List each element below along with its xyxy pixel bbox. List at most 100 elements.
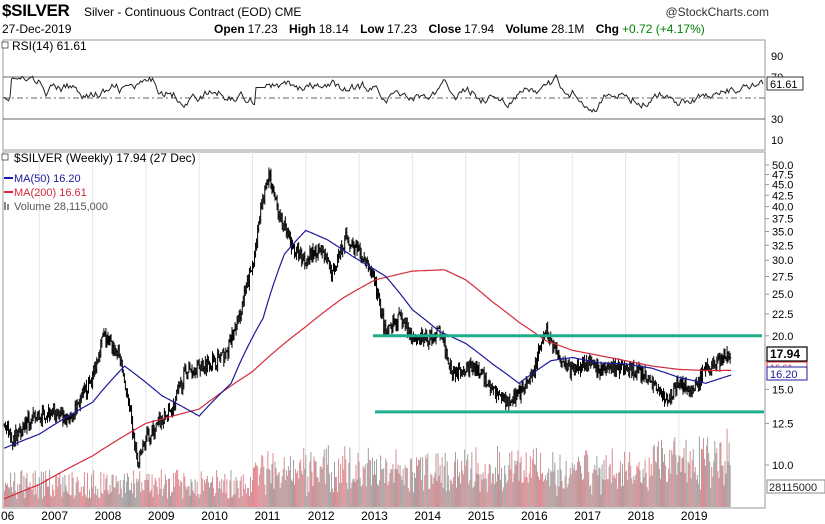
volume-bar [658,469,660,507]
volume-bar [595,469,597,507]
volume-bar [429,488,431,507]
volume-bar [452,477,454,507]
volume-bar [180,480,182,507]
ma200-line[interactable] [3,269,732,500]
volume-bar [182,498,184,507]
brand-logo[interactable]: @StockCharts.com [665,5,769,19]
volume-bar [200,471,202,507]
volume-bar [41,498,43,507]
volume-bar [84,494,86,507]
volume-bar [89,489,91,507]
volume-bar [234,493,236,507]
volume-bar [719,442,721,507]
volume-bar [369,460,371,507]
volume-bar [594,465,596,507]
volume-bar [382,469,384,507]
volume-bar [174,486,176,507]
volume-bar [143,490,145,507]
volume-bar [348,463,350,507]
volume-bar [363,468,365,507]
volume-bar [95,486,97,507]
volume-bar [13,481,15,507]
volume-bar [208,487,210,507]
volume-value: 28.1M [550,22,585,36]
volume-bar [454,452,456,507]
volume-bar [203,479,205,507]
volume-bar [431,475,433,507]
volume-bar [568,477,570,507]
volume-bar [115,475,117,507]
volume-bar [471,452,473,507]
volume-bar [342,455,344,507]
volume-bar [525,452,527,507]
volume-bar [341,482,343,507]
volume-bar [485,478,487,507]
volume-bar [654,461,656,507]
volume-bar [634,480,636,507]
volume-bar [459,472,461,507]
volume-bar [624,451,626,507]
price-tick-label: 25.0 [772,289,793,301]
volume-bar [244,483,246,507]
volume-bar [581,473,583,507]
volume-bar [639,470,641,507]
volume-bar [345,459,347,507]
open-value: 17.23 [247,22,278,36]
symbol-title[interactable]: $SILVER [2,1,70,20]
volume-bar [371,457,373,507]
volume-bar [267,451,269,507]
volume-bar [144,479,146,507]
volume-bar [410,458,412,507]
volume-bar [165,479,167,507]
volume-bar [193,493,195,507]
volume-bar [640,481,642,507]
volume-bar [532,449,534,507]
volume-bar [407,487,409,507]
volume-bar [145,480,147,507]
volume-bar [629,452,631,507]
price-collapse-icon[interactable] [1,153,9,161]
rsi-collapse-icon[interactable] [1,41,9,49]
volume-bar [218,488,220,507]
volume-bar [82,486,84,507]
volume-bar [616,488,618,507]
volume-bar [437,453,439,507]
volume-bar [161,495,163,507]
volume-bar [337,491,339,507]
volume-bar [474,481,476,507]
volume-bar [509,453,511,507]
volume-bar [76,476,78,507]
ma50-line[interactable] [3,229,732,449]
price-bars[interactable] [3,167,732,469]
rsi-label: RSI(14) 61.61 [12,39,87,53]
volume-bar [211,482,212,507]
price-tick-label: 47.5 [772,170,793,182]
volume-bar [227,498,229,507]
volume-bar [441,457,443,507]
volume-bar [148,473,150,507]
volume-bar [388,481,390,507]
x-tick-label: 2018 [628,509,655,523]
volume-bar [328,473,330,507]
volume-bar [35,494,37,507]
volume-bar [123,473,125,507]
volume-bar [187,486,189,507]
volume-bar [393,482,395,507]
volume-bar [279,488,281,507]
volume-bar [29,482,31,507]
x-tick-label: 06 [1,509,15,523]
rsi-tick: 90 [771,51,783,63]
volume-bar [493,484,495,507]
volume-bar [621,486,622,507]
volume-bar [62,476,64,507]
volume-bar [420,457,422,507]
volume-bar [648,457,650,507]
low-label: Low [360,22,385,36]
rsi-line[interactable] [3,73,764,113]
volume-bar [608,466,610,507]
volume-bar [659,478,661,507]
volume-bar [66,490,68,507]
volume-bar [482,472,484,507]
volume-bar [376,459,378,507]
